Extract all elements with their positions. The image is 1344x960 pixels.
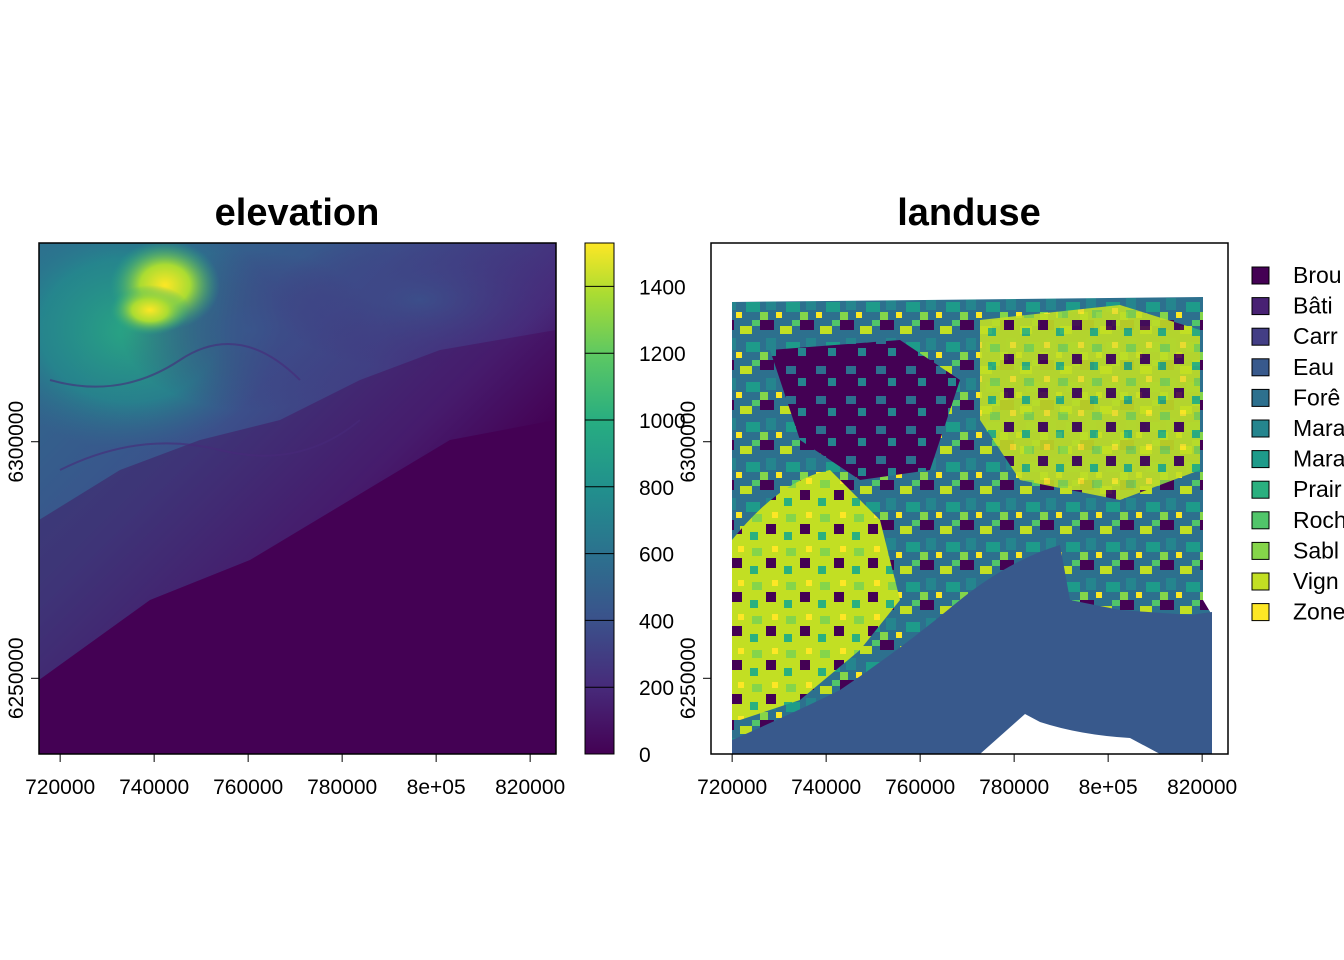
- colorbar-gradient: [585, 243, 614, 754]
- elevation-x-axis: 720000 740000 760000 780000 8e+05 820000: [25, 754, 565, 799]
- colorbar-tick-label: 200: [639, 677, 674, 700]
- colorbar-tick-label: 1400: [639, 276, 686, 299]
- legend-swatch: [1251, 480, 1270, 499]
- landuse-legend: Brou Bâti Carr Eau Forê Mara Mara Prair Roch Sabl…: [1251, 262, 1344, 625]
- legend-swatch: [1251, 266, 1270, 285]
- landuse-raster: [732, 297, 1212, 754]
- legend-label: Brou: [1293, 262, 1342, 288]
- legend-swatch: [1251, 327, 1270, 346]
- x-tick-label: 8e+05: [407, 776, 466, 799]
- y-tick-label: 6300000: [677, 401, 700, 483]
- legend-swatch: [1251, 541, 1270, 560]
- y-tick-label: 6300000: [5, 401, 28, 483]
- x-tick-label: 8e+05: [1079, 776, 1138, 799]
- legend-swatch: [1251, 297, 1270, 316]
- elevation-y-axis: 6250000 6300000: [5, 401, 39, 719]
- legend-label: Bâti: [1293, 293, 1333, 319]
- colorbar-tick-label: 600: [639, 544, 674, 567]
- x-tick-label: 820000: [1167, 776, 1237, 799]
- x-tick-label: 780000: [307, 776, 377, 799]
- x-tick-label: 720000: [697, 776, 767, 799]
- colorbar-tick-label: 1000: [639, 410, 686, 433]
- legend-swatch: [1251, 358, 1270, 377]
- legend-label: Sabl: [1293, 537, 1339, 563]
- legend-swatch: [1251, 511, 1270, 530]
- landuse-x-axis: 720000 740000 760000 780000 8e+05 820000: [697, 754, 1237, 799]
- x-tick-label: 740000: [791, 776, 861, 799]
- legend-swatch: [1251, 450, 1270, 469]
- y-tick-label: 6250000: [5, 637, 28, 719]
- landuse-y-axis: 6250000 6300000: [677, 401, 711, 719]
- x-tick-label: 760000: [213, 776, 283, 799]
- legend-swatch: [1251, 419, 1270, 438]
- elevation-frame: [38, 242, 557, 755]
- elevation-panel: elevation 720000 740000 760000 780000 8e+05 8…: [5, 192, 686, 799]
- legend-label: Prair: [1293, 476, 1342, 502]
- colorbar-tick-label: 400: [639, 610, 674, 633]
- x-tick-label: 780000: [979, 776, 1049, 799]
- x-tick-label: 820000: [495, 776, 565, 799]
- x-tick-label: 760000: [885, 776, 955, 799]
- elevation-colorbar: 0 200 400 600 800 1000 1200 1400: [584, 242, 686, 767]
- legend-label: Mara: [1293, 415, 1344, 441]
- x-tick-label: 740000: [119, 776, 189, 799]
- legend-label: Zone: [1293, 599, 1344, 625]
- landuse-frame: [710, 242, 1229, 755]
- legend-label: Eau: [1293, 354, 1334, 380]
- colorbar-tick-label: 1200: [639, 343, 686, 366]
- legend-swatch: [1251, 603, 1270, 622]
- legend-label: Vign: [1293, 568, 1339, 594]
- landuse-title: landuse: [897, 192, 1041, 234]
- elevation-raster: [39, 243, 556, 754]
- legend-label: Roch: [1293, 507, 1344, 533]
- legend-label: Carr: [1293, 323, 1338, 349]
- x-tick-label: 720000: [25, 776, 95, 799]
- landuse-panel: landuse 720000 740000 760000 780000 8e+05 820…: [677, 192, 1344, 799]
- legend-swatch: [1251, 572, 1270, 591]
- legend-label: Forê: [1293, 384, 1340, 410]
- colorbar-tick-label: 800: [639, 477, 674, 500]
- elevation-title: elevation: [215, 192, 380, 234]
- colorbar-tick-label: 0: [639, 744, 651, 767]
- legend-swatch: [1251, 388, 1270, 407]
- legend-label: Mara: [1293, 446, 1344, 472]
- y-tick-label: 6250000: [677, 637, 700, 719]
